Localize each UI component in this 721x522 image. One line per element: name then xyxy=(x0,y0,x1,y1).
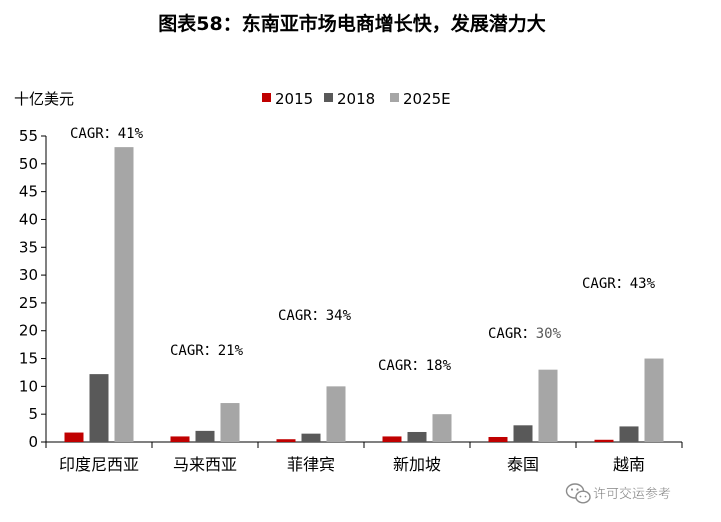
watermark: 许可交运参考 xyxy=(565,483,671,504)
bar-2025e xyxy=(220,403,240,442)
bar-2025e xyxy=(326,386,346,442)
cagr-value: 43% xyxy=(630,276,656,292)
wechat-icon xyxy=(565,483,591,504)
cagr-value: 34% xyxy=(326,308,352,324)
bar-2018 xyxy=(89,374,109,442)
bar-2025e xyxy=(432,414,452,442)
y-tick-label: 0 xyxy=(28,433,38,451)
x-category-label: 印度尼西亚 xyxy=(59,455,139,474)
cagr-value: 30% xyxy=(536,326,562,342)
bar-2025e xyxy=(644,358,664,442)
y-tick-label: 15 xyxy=(19,350,38,368)
y-axis-unit-label: 十亿美元 xyxy=(14,90,74,108)
y-tick-label: 35 xyxy=(19,238,38,256)
bar-2018 xyxy=(407,431,427,442)
cagr-separator: ： xyxy=(522,326,536,342)
cagr-value: 18% xyxy=(426,358,452,374)
y-axis: 0 5 10 15 20 25 30 35 40 45 50 55 xyxy=(19,127,47,451)
cagr-annotation: CAGR：41% xyxy=(70,126,144,142)
bar-2015 xyxy=(276,439,296,442)
bar-2018 xyxy=(301,433,321,442)
bar-2015 xyxy=(488,436,508,442)
bar-2015 xyxy=(64,432,84,442)
cagr-annotation: CAGR：34% xyxy=(278,308,352,324)
y-tick-label: 50 xyxy=(19,155,38,173)
legend-swatch xyxy=(262,93,271,102)
legend-label: 2018 xyxy=(337,90,375,108)
x-category-label: 越南 xyxy=(613,455,645,474)
cagr-separator: ： xyxy=(412,358,426,374)
cagr-annotation: CAGR：21% xyxy=(170,343,244,359)
y-tick-label: 30 xyxy=(19,266,38,284)
y-tick-label: 40 xyxy=(19,210,38,228)
bar-2025e xyxy=(114,147,134,443)
bars xyxy=(64,147,664,443)
x-category-label: 菲律宾 xyxy=(287,455,335,474)
cagr-annotation: CAGR：30% xyxy=(488,326,562,342)
cagr-label: CAGR xyxy=(70,126,104,142)
cagr-separator: ： xyxy=(312,308,326,324)
cagr-label: CAGR xyxy=(170,343,204,359)
bar-2018 xyxy=(513,425,533,442)
cagr-label: CAGR xyxy=(278,308,312,324)
x-category-label: 马来西亚 xyxy=(173,455,237,474)
cagr-value: 21% xyxy=(218,343,244,359)
bar-2025e xyxy=(538,369,558,442)
bar-2018 xyxy=(195,430,215,442)
y-tick-label: 25 xyxy=(19,294,38,312)
x-axis: 印度尼西亚 马来西亚 菲律宾 新加坡 泰国 越南 xyxy=(45,441,683,474)
cagr-annotations: CAGR：41%CAGR：21%CAGR：34%CAGR：18%CAGR：30%… xyxy=(70,126,656,374)
x-category-label: 泰国 xyxy=(507,455,539,474)
cagr-label: CAGR xyxy=(378,358,412,374)
legend-label: 2025E xyxy=(403,90,451,108)
watermark-text: 许可交运参考 xyxy=(593,486,671,502)
bar-2015 xyxy=(594,439,614,442)
cagr-label: CAGR xyxy=(488,326,522,342)
y-tick-label: 5 xyxy=(28,405,38,423)
cagr-value: 41% xyxy=(118,126,144,142)
y-tick-label: 20 xyxy=(19,322,38,340)
cagr-separator: ： xyxy=(204,343,218,359)
y-tick-label: 45 xyxy=(19,183,38,201)
legend-swatch xyxy=(324,93,333,102)
legend-label: 2015 xyxy=(275,90,313,108)
x-category-label: 新加坡 xyxy=(393,455,441,474)
legend-swatch xyxy=(390,93,399,102)
cagr-label: CAGR xyxy=(582,276,616,292)
chart-title: 图表58：东南亚市场电商增长快，发展潜力大 xyxy=(158,12,545,35)
cagr-annotation: CAGR：43% xyxy=(582,276,656,292)
y-tick-label: 55 xyxy=(19,127,38,145)
bar-2018 xyxy=(619,426,639,442)
legend: 2015 2018 2025E xyxy=(262,90,451,108)
cagr-separator: ： xyxy=(104,126,118,142)
cagr-annotation: CAGR：18% xyxy=(378,358,452,374)
bar-2015 xyxy=(170,436,190,442)
bar-2015 xyxy=(382,436,402,442)
cagr-separator: ： xyxy=(616,276,630,292)
y-tick-label: 10 xyxy=(19,377,38,395)
